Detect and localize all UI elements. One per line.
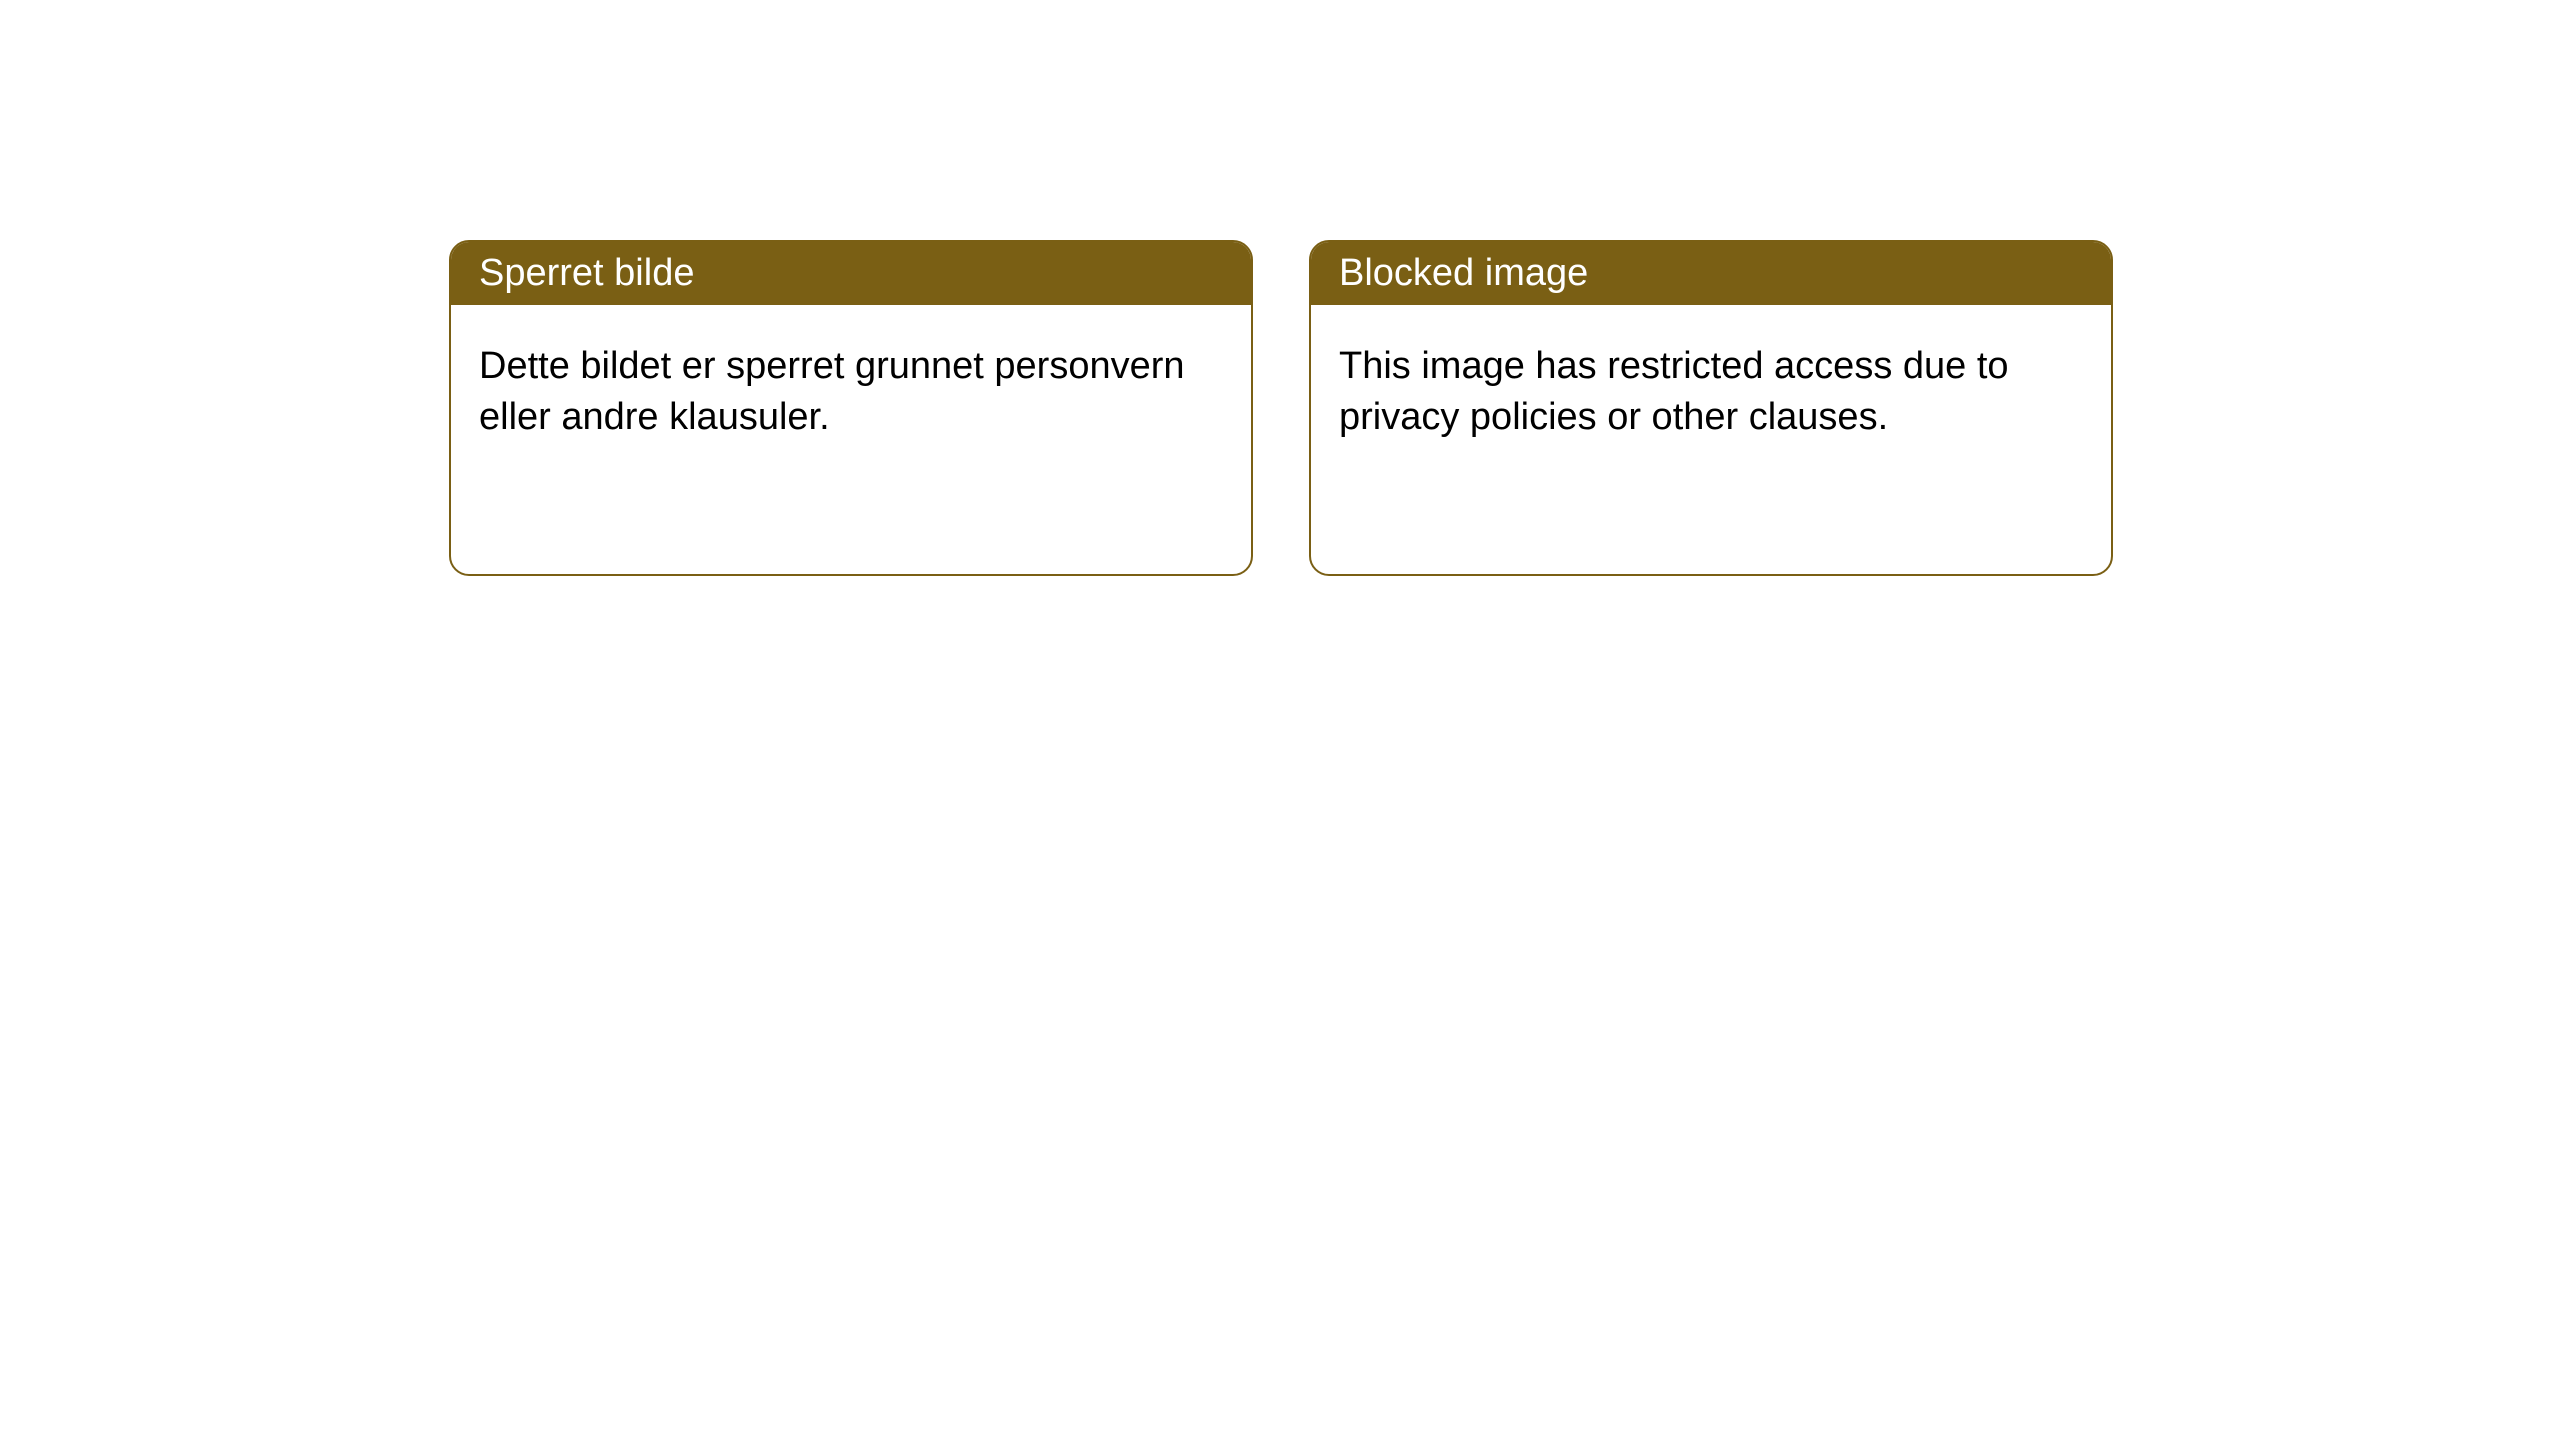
notice-body: This image has restricted access due to … [1311, 305, 2111, 480]
notice-card-english: Blocked image This image has restricted … [1309, 240, 2113, 576]
notice-title: Sperret bilde [451, 242, 1251, 305]
notice-body: Dette bildet er sperret grunnet personve… [451, 305, 1251, 480]
notice-title: Blocked image [1311, 242, 2111, 305]
notice-card-norwegian: Sperret bilde Dette bildet er sperret gr… [449, 240, 1253, 576]
notice-container: Sperret bilde Dette bildet er sperret gr… [0, 0, 2560, 576]
